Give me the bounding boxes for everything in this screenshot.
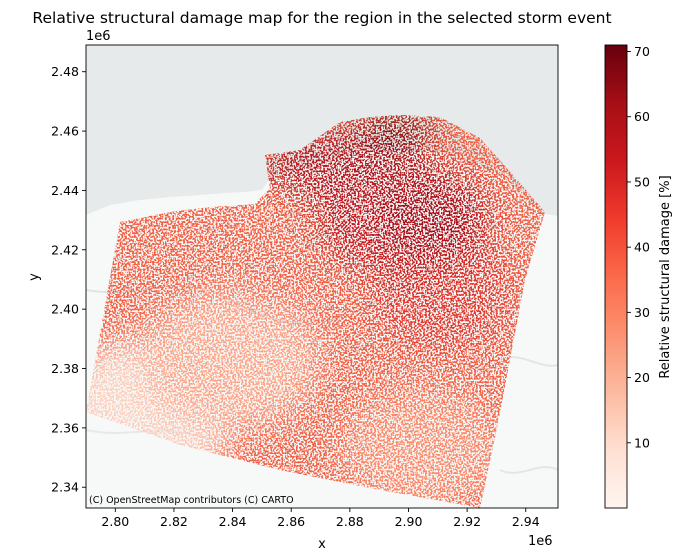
chart-title: Relative structural damage map for the r… xyxy=(32,9,611,27)
colorbar-gradient xyxy=(604,44,628,509)
axes-frame xyxy=(85,44,559,509)
road-line xyxy=(499,466,558,474)
colorbar-tick-label: 70 xyxy=(634,44,650,59)
x-axis-label: x xyxy=(318,537,326,552)
colorbar-label: Relative structural damage [%] xyxy=(658,175,673,378)
y-tick-label: 2.40 xyxy=(51,302,79,317)
y-axis-label: y xyxy=(27,273,42,281)
y-offset-label: 1e6 xyxy=(86,29,111,44)
x-tick-label: 2.80 xyxy=(101,514,129,529)
colorbar-tick-label: 60 xyxy=(634,109,650,124)
y-tick-label: 2.38 xyxy=(51,361,79,376)
colorbar-tick-label: 50 xyxy=(634,174,650,189)
x-tick-label: 2.84 xyxy=(219,514,247,529)
colorbar-ticks: 10 20 30 40 50 60 70 xyxy=(627,44,650,450)
x-axis: 2.80 2.82 2.84 2.86 2.88 2.90 2.92 2.94 xyxy=(101,508,540,529)
colorbar-tick-label: 30 xyxy=(634,305,650,320)
colorbar-tick-label: 40 xyxy=(634,240,650,255)
colorbar: 10 20 30 40 50 60 70 Relative structural damag… xyxy=(604,44,673,509)
colorbar-tick-label: 10 xyxy=(634,435,650,450)
x-tick-label: 2.94 xyxy=(512,514,540,529)
x-tick-label: 2.90 xyxy=(395,514,423,529)
y-tick-label: 2.46 xyxy=(51,124,79,139)
x-tick-label: 2.86 xyxy=(277,514,305,529)
y-axis: 2.34 2.36 2.38 2.40 2.42 2.44 2.46 2.48 xyxy=(51,64,86,495)
y-tick-label: 2.48 xyxy=(51,64,79,79)
y-tick-label: 2.34 xyxy=(51,480,79,495)
x-tick-label: 2.88 xyxy=(336,514,364,529)
x-offset-label: 1e6 xyxy=(528,534,553,549)
damage-raster xyxy=(86,115,545,508)
map-axes: (C) OpenStreetMap contributors (C) CARTO… xyxy=(27,29,559,552)
map-attribution: (C) OpenStreetMap contributors (C) CARTO xyxy=(89,495,294,506)
y-tick-label: 2.42 xyxy=(51,242,79,257)
x-tick-label: 2.82 xyxy=(160,514,188,529)
y-tick-label: 2.36 xyxy=(51,420,79,435)
colorbar-tick-label: 20 xyxy=(634,370,650,385)
x-tick-label: 2.92 xyxy=(453,514,481,529)
y-tick-label: 2.44 xyxy=(51,183,79,198)
